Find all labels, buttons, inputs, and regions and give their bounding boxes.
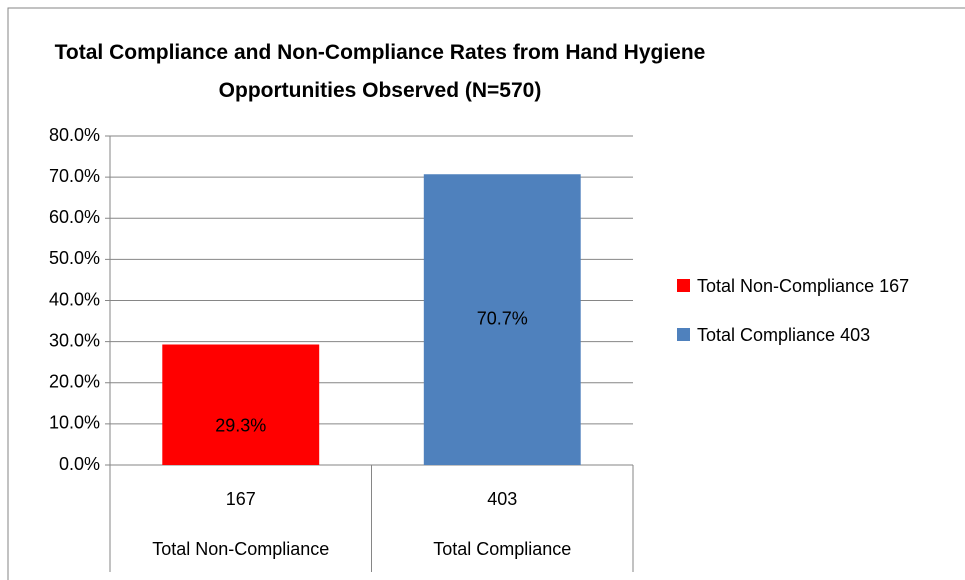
y-tick-label: 70.0%: [49, 166, 100, 186]
y-tick-label: 60.0%: [49, 207, 100, 227]
data-label: 29.3%: [215, 416, 266, 436]
chart-border: [7, 7, 965, 580]
x-tick-label: Total Non-Compliance: [152, 539, 329, 559]
y-tick-label: 50.0%: [49, 248, 100, 268]
legend-item: Total Non-Compliance 167: [677, 274, 912, 298]
legend-swatch: [677, 328, 690, 341]
y-tick-label: 40.0%: [49, 289, 100, 309]
chart-title: Total Compliance and Non-Compliance Rate…: [54, 41, 706, 102]
bar: [423, 174, 581, 465]
data-label: 70.7%: [477, 308, 528, 328]
y-tick-label: 80.0%: [49, 125, 100, 145]
y-tick-label: 0.0%: [59, 454, 100, 474]
x-tick-sublabel: 403: [487, 489, 517, 509]
legend-label: Total Non-Compliance 167: [697, 276, 910, 296]
y-tick-label: 20.0%: [49, 372, 100, 392]
y-tick-label: 10.0%: [49, 413, 100, 433]
x-tick-sublabel: 167: [226, 489, 256, 509]
legend-label: Total Compliance 403: [697, 325, 871, 345]
legend: Total Non-Compliance 167 Total Compliance…: [677, 274, 912, 372]
y-tick-label: 30.0%: [49, 330, 100, 350]
bar: [162, 344, 320, 465]
legend-swatch: [677, 279, 690, 292]
x-tick-label: Total Compliance: [433, 539, 571, 559]
legend-item: Total Compliance 403: [677, 323, 912, 347]
